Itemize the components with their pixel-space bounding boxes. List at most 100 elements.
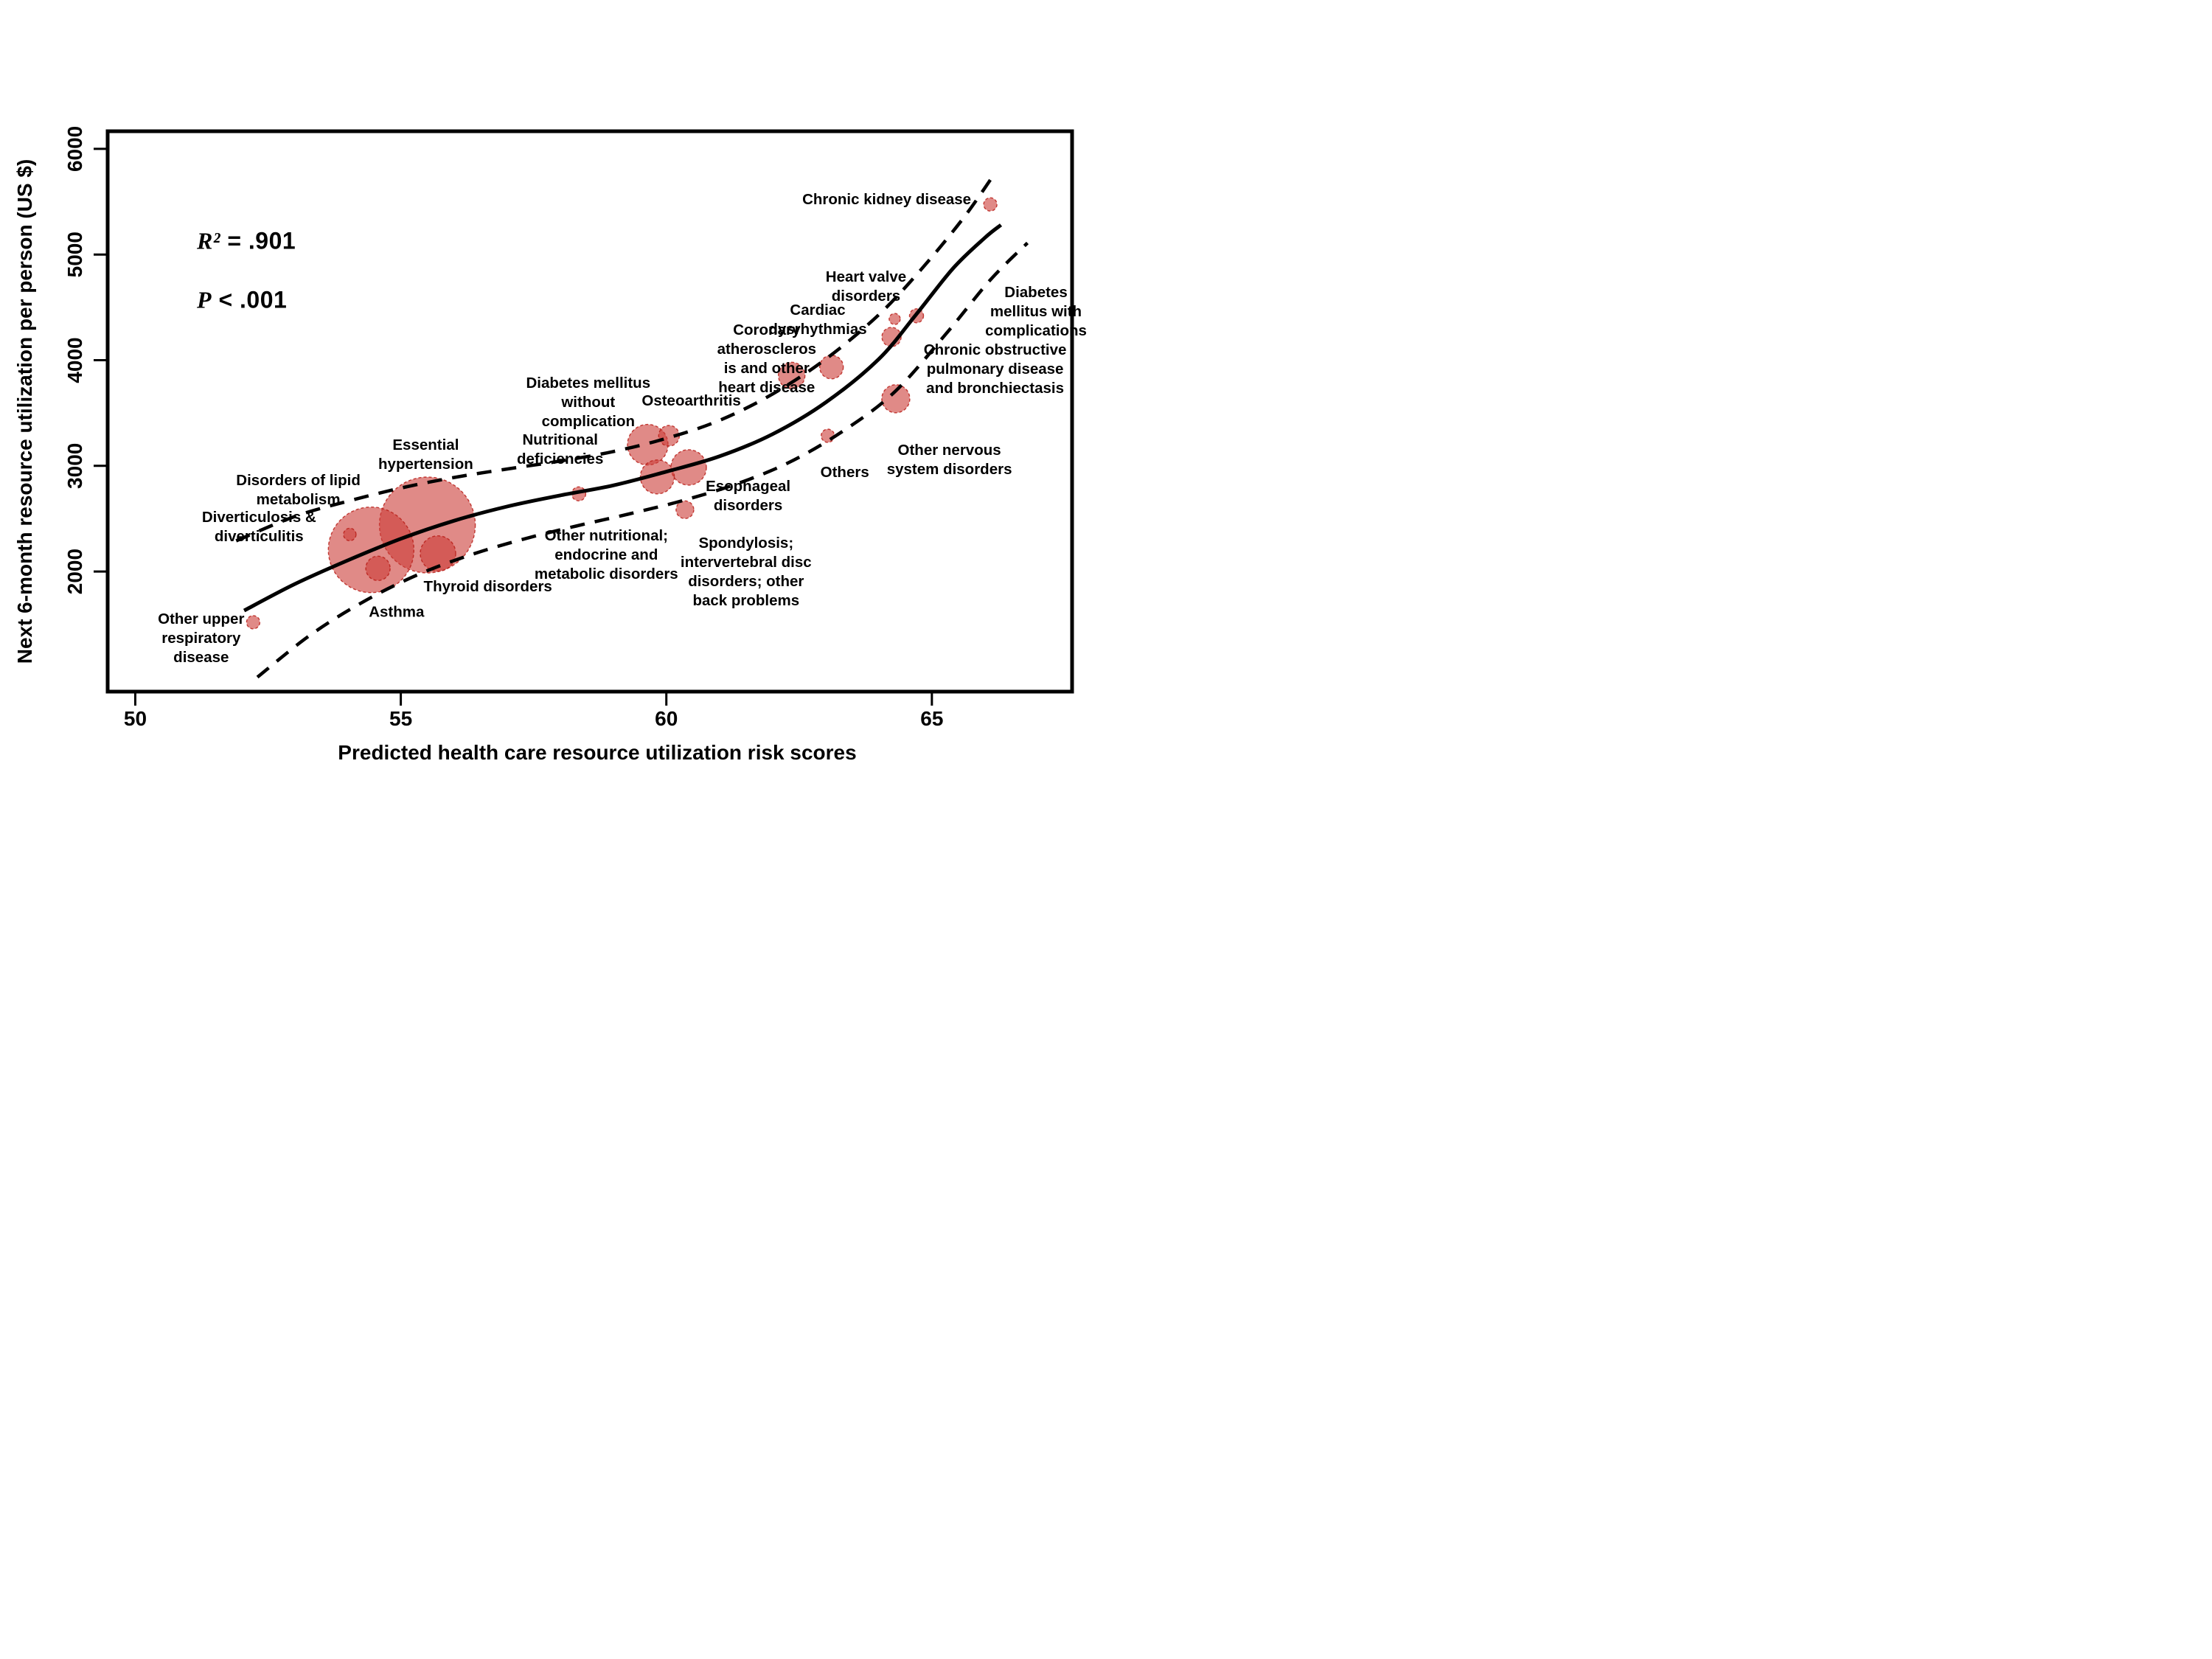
p-value-symbol: P — [197, 286, 212, 313]
label-essential-hypertension: Essential hypertension — [378, 437, 473, 473]
y-tick-label-4000: 4000 — [63, 337, 86, 383]
label-line: Spondylosis; — [698, 535, 793, 552]
label-asthma: Asthma — [369, 604, 425, 621]
label-line: Coronary — [733, 321, 801, 338]
label-line: Diverticulosis & — [202, 509, 316, 526]
label-line: mellitus with — [990, 303, 1082, 320]
bubble-spondylosis-intervertebral-disc-disorders-other-back-problems — [675, 500, 695, 519]
y-tick-label-3000: 3000 — [63, 443, 86, 489]
label-others: Others — [821, 464, 869, 481]
label-line: complications — [985, 322, 1087, 339]
label-disorders-of-lipid-metabolism: Disorders of lipid metabolism — [236, 472, 361, 508]
bubble-others — [820, 428, 835, 443]
y-tick-label-2000: 2000 — [63, 549, 86, 594]
p-value-text: < .001 — [218, 286, 288, 313]
label-line: system disorders — [887, 461, 1012, 478]
bubble-other-nervous-system-disorders — [881, 384, 911, 414]
label-line: Other nervous — [898, 442, 1001, 459]
label-line: is and other — [724, 360, 810, 377]
label-line: disorders — [714, 497, 782, 514]
bubble-chronic-kidney-disease — [983, 197, 998, 212]
label-thyroid-disorders: Thyroid disorders — [424, 578, 552, 595]
x-tick-label-65: 65 — [920, 707, 943, 730]
label-line: disorders; other — [688, 573, 804, 590]
label-line: pulmonary disease — [927, 361, 1064, 378]
regression-lines — [235, 171, 1029, 679]
label-line: endocrine and — [554, 546, 658, 563]
label-line: heart disease — [718, 379, 815, 396]
label-diabetes-mellitus-with-complications: Diabetes mellitus with complications — [985, 284, 1087, 339]
p-value-annotation: P < .001 — [197, 287, 287, 314]
label-chronic-kidney-disease: Chronic kidney disease — [802, 191, 971, 208]
label-line: atheroscleros — [717, 341, 816, 358]
y-axis: 2000 3000 4000 5000 6000 — [63, 126, 106, 594]
bubble-diverticulosis-diverticulitis — [343, 527, 357, 542]
x-tick-label-55: 55 — [389, 707, 412, 730]
y-axis-title: Next 6-month resource utilization per pe… — [13, 159, 36, 664]
label-line: diverticulitis — [215, 528, 304, 545]
regression-line — [243, 223, 1003, 613]
bubble-coronary-atherosclerosis-and-other-heart-disease — [777, 361, 806, 389]
label-line: Chronic obstructive — [924, 341, 1067, 358]
label-line: metabolism — [257, 491, 341, 508]
x-axis-title: Predicted health care resource utilizati… — [338, 741, 857, 764]
lower-confidence-band-line — [256, 241, 1029, 679]
label-line: disease — [173, 649, 229, 666]
label-cardiac-dysrhythmias: Cardiac dysrhythmias — [768, 302, 866, 338]
label-line: deficiencies — [517, 451, 603, 467]
bubble-cardiac-dysrhythmias — [818, 355, 844, 380]
label-line: Other nutritional; — [545, 527, 668, 544]
bubble-other-upper-respiratory-disease — [246, 615, 261, 630]
label-line: Other upper — [158, 611, 244, 627]
label-nutritional-deficiencies: Nutritional deficiencies — [517, 431, 603, 467]
label-line: Essential — [392, 437, 459, 453]
bubble-thyroid-disorders — [420, 535, 456, 572]
label-line: Diabetes mellitus — [526, 375, 650, 392]
label-spondylosis-intervertebral-disc-disorders-other-back-problems: Spondylosis; intervertebral disc disorders… — [681, 535, 812, 609]
bubble-heart-valve-disorders — [888, 313, 901, 325]
label-chronic-obstructive-pulmonary-disease-and-bronchiectasis: Chronic obstructive pulmonary disease and … — [924, 341, 1067, 397]
label-esophageal-disorders: Esophageal disorders — [706, 478, 790, 514]
label-line: Thyroid disorders — [424, 578, 552, 595]
label-heart-valve-disorders: Heart valve disorders — [826, 268, 906, 305]
label-other-nervous-system-disorders: Other nervous system disorders — [887, 442, 1012, 478]
label-coronary-atherosclerosis-and-other-heart-disease: Coronary atheroscleros is and other heart d… — [717, 321, 816, 396]
label-line: back problems — [692, 592, 799, 609]
label-line: respiratory — [161, 630, 241, 647]
label-line: Diabetes — [1004, 284, 1067, 301]
bubbles — [246, 197, 998, 630]
upper-confidence-band-line — [235, 171, 998, 543]
label-line: disorders — [832, 288, 900, 305]
x-axis: 50 55 60 65 — [124, 693, 943, 730]
r-squared-value: = .901 — [227, 227, 296, 254]
label-line: dysrhythmias — [768, 321, 866, 338]
plot-frame — [105, 129, 1074, 694]
label-line: metabolic disorders — [535, 566, 678, 582]
label-line: Cardiac — [790, 302, 845, 319]
figure: Other upper respiratory disease Diverticulo… — [0, 0, 1106, 830]
bubble-asthma — [365, 555, 391, 581]
x-tick-label-60: 60 — [655, 707, 678, 730]
label-line: Heart valve — [826, 268, 906, 285]
label-diverticulosis-diverticulitis: Diverticulosis & diverticulitis — [202, 509, 316, 545]
label-line: complication — [542, 413, 635, 430]
label-line: intervertebral disc — [681, 554, 812, 571]
label-diabetes-mellitus-without-complication: Diabetes mellitus without complication — [526, 375, 650, 430]
label-line: Asthma — [369, 604, 425, 621]
label-line: hypertension — [378, 456, 473, 473]
label-line: Osteoarthritis — [641, 392, 740, 409]
r-squared-annotation: R² = .901 — [197, 228, 296, 255]
label-line: Others — [821, 464, 869, 481]
y-tick-label-5000: 5000 — [63, 232, 86, 277]
label-other-upper-respiratory-disease: Other upper respiratory disease — [158, 611, 244, 666]
label-line: Disorders of lipid — [236, 472, 361, 489]
y-tick-label-6000: 6000 — [63, 126, 86, 172]
r-squared-symbol: R² — [197, 227, 220, 254]
label-line: Chronic kidney disease — [802, 191, 971, 208]
chart-canvas: Other upper respiratory disease Diverticulo… — [63, 126, 1087, 730]
x-tick-label-50: 50 — [124, 707, 147, 730]
label-line: Esophageal — [706, 478, 790, 495]
label-osteoarthritis: Osteoarthritis — [641, 392, 740, 409]
label-line: Nutritional — [522, 431, 598, 448]
point-labels: Other upper respiratory disease Diverticulo… — [158, 191, 1087, 666]
